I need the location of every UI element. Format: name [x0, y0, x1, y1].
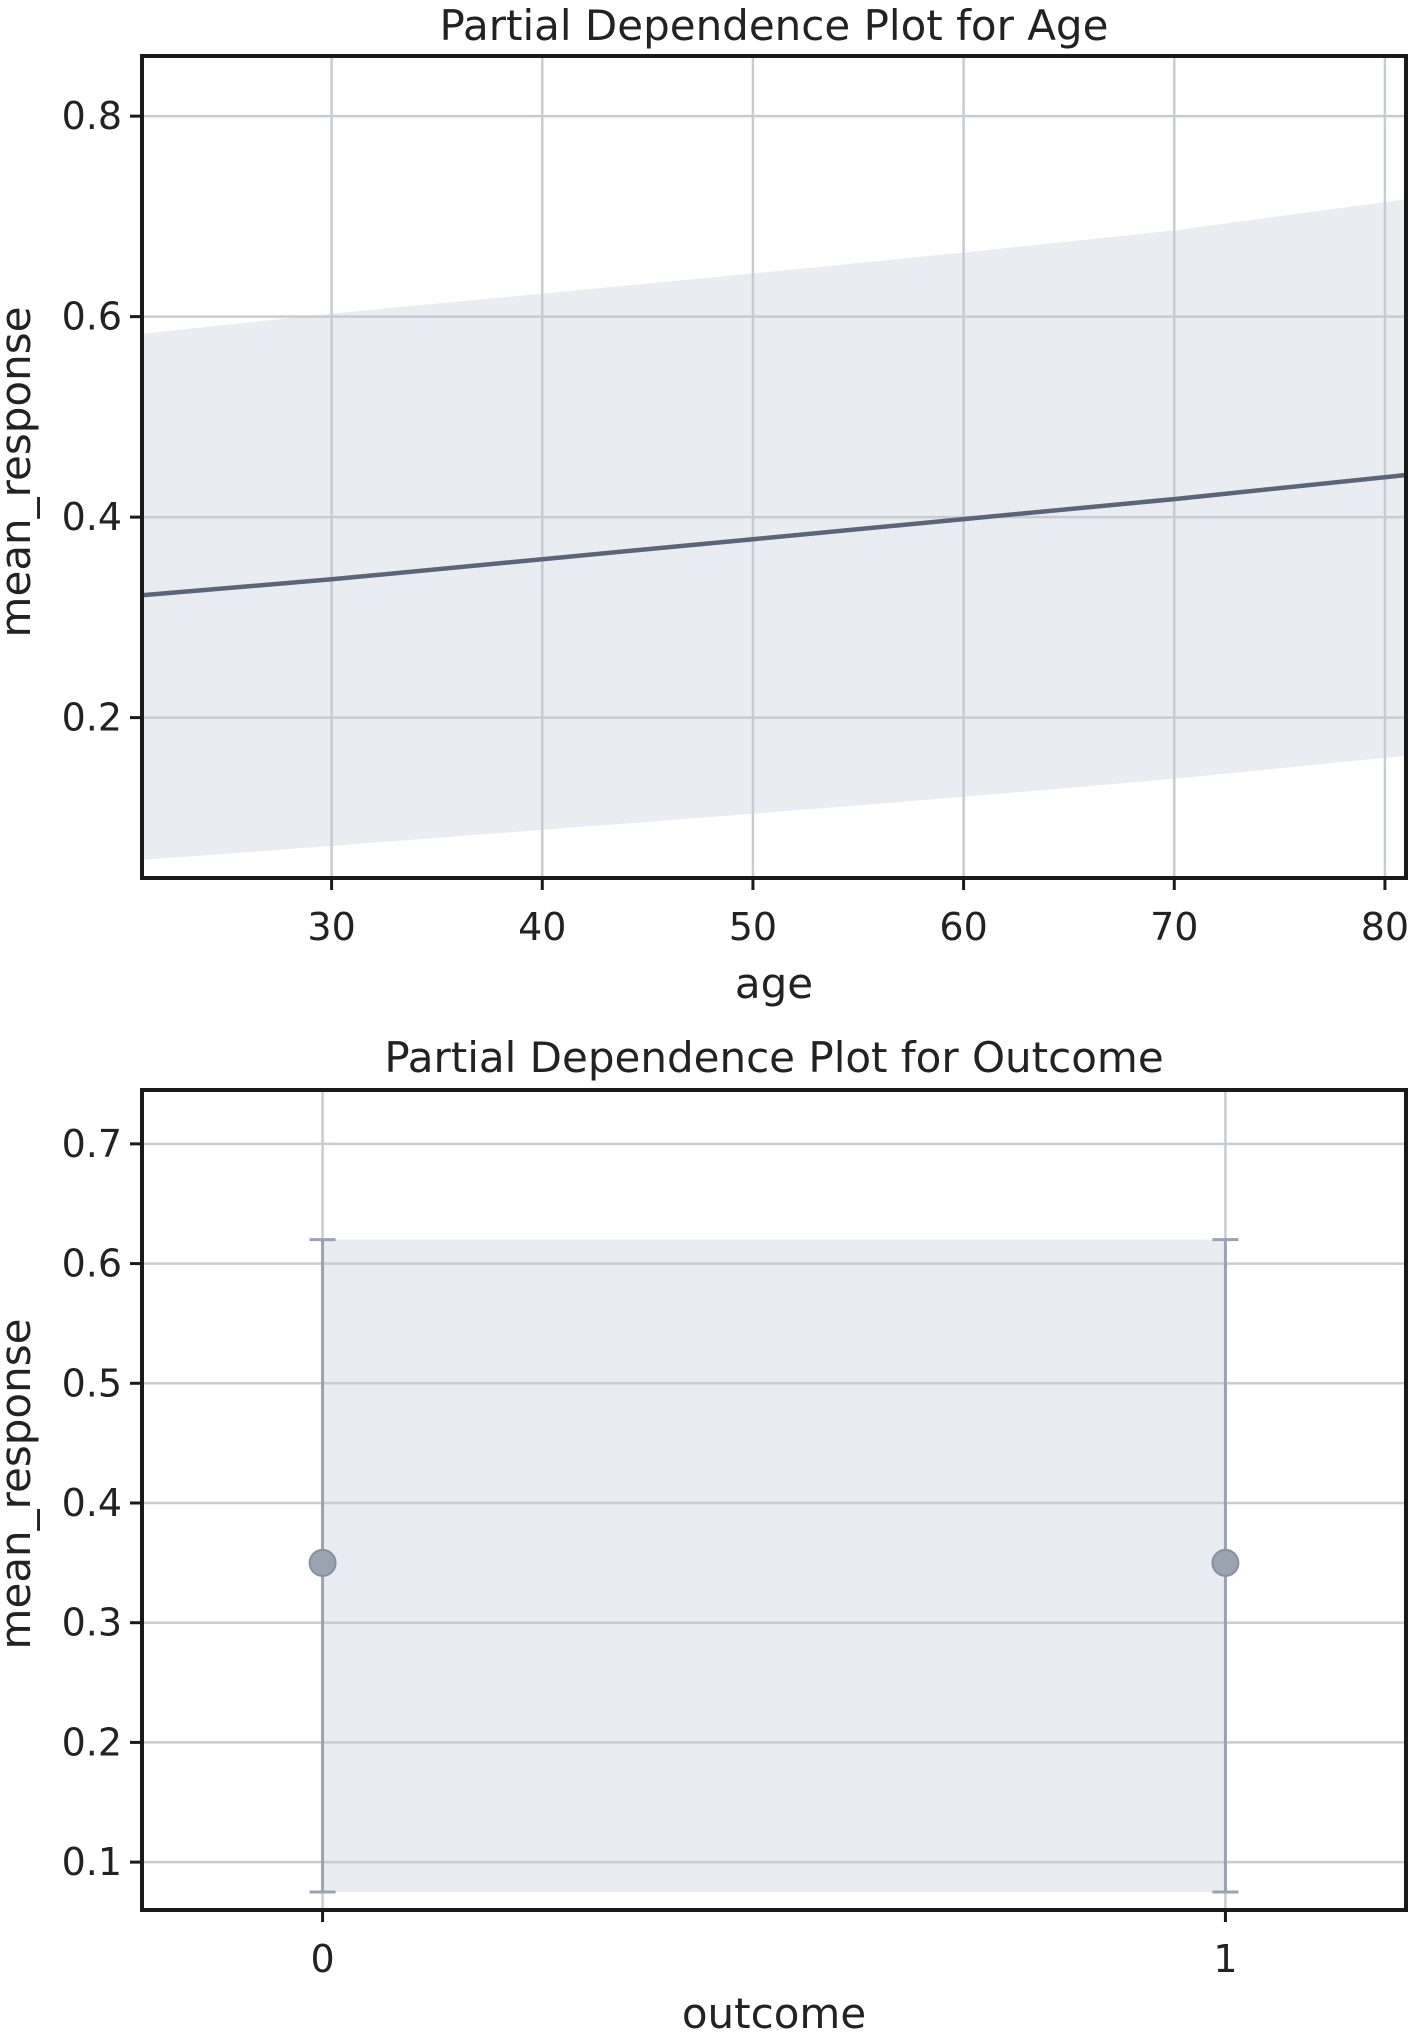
confidence-band	[322, 1239, 1226, 1893]
chart-title: Partial Dependence Plot for Outcome	[384, 1033, 1163, 1082]
chart-title: Partial Dependence Plot for Age	[440, 1, 1109, 50]
y-tick-label: 0.3	[62, 1601, 122, 1645]
y-tick-label: 0.4	[62, 1481, 122, 1525]
y-tick-label: 0.6	[62, 295, 122, 339]
x-tick-label: 1	[1213, 1937, 1237, 1981]
y-tick-label: 0.8	[62, 94, 122, 138]
x-tick-label: 80	[1361, 905, 1409, 949]
y-axis-label: mean_response	[0, 307, 40, 638]
x-tick-label: 0	[310, 1937, 334, 1981]
x-tick-label: 50	[729, 905, 777, 949]
x-tick-label: 60	[939, 905, 987, 949]
x-axis-label: age	[735, 959, 813, 1008]
y-tick-label: 0.5	[62, 1361, 122, 1405]
y-tick-label: 0.2	[62, 1720, 122, 1764]
y-tick-label: 0.2	[62, 696, 122, 740]
x-tick-label: 70	[1150, 905, 1198, 949]
plot-frame	[140, 1088, 1408, 1912]
y-tick-label: 0.6	[62, 1242, 122, 1286]
data-point	[308, 1548, 337, 1577]
y-tick-label: 0.4	[62, 495, 122, 539]
y-tick-label: 0.7	[62, 1122, 122, 1166]
x-tick-label: 40	[518, 905, 566, 949]
y-tick-label: 0.1	[62, 1840, 122, 1884]
plot-frame	[140, 54, 1408, 880]
series-line	[141, 472, 1407, 598]
chart-outcome: Partial Dependence Plot for Outcome outc…	[0, 1033, 1408, 2037]
chart-age: Partial Dependence Plot for Age age mean…	[0, 1, 1409, 1008]
x-axis-label: outcome	[682, 1989, 866, 2037]
y-axis-label: mean_response	[0, 1319, 40, 1650]
data-point	[1211, 1548, 1240, 1577]
confidence-band	[142, 199, 1406, 861]
x-tick-label: 30	[307, 905, 355, 949]
